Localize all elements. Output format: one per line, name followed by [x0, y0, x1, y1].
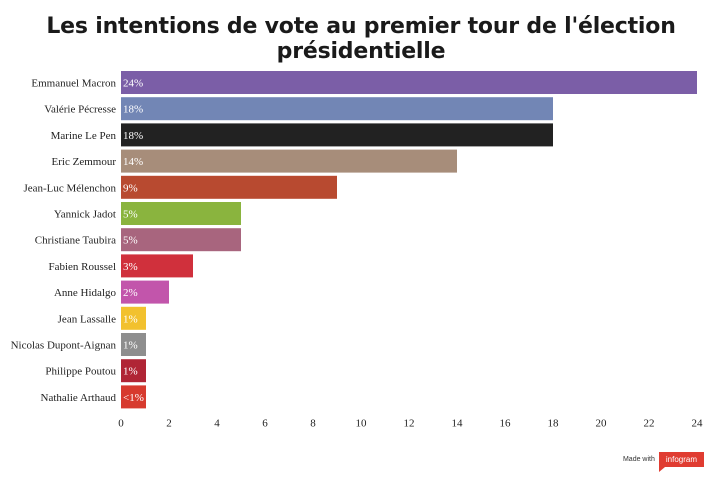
bar-2[interactable] [121, 123, 553, 147]
data-label: 1% [123, 340, 138, 352]
infogram-logo[interactable]: infogram [658, 452, 704, 472]
x-tick-label: 18 [548, 418, 560, 430]
bar-12[interactable] [121, 385, 146, 409]
data-label: 2% [123, 287, 138, 299]
bar-3[interactable] [121, 149, 457, 173]
made-with-text: Made with [622, 456, 655, 463]
x-tick-label: 24 [692, 418, 704, 430]
data-label: 24% [123, 78, 143, 90]
data-label: 3% [123, 261, 138, 273]
category-label: Nicolas Dupont-Aignan [11, 340, 117, 352]
data-label: 14% [123, 156, 143, 168]
x-tick-label: 16 [500, 418, 512, 430]
bars-layer: Emmanuel Macron 24% Valérie Pécresse 18% Mar… [11, 71, 697, 409]
bar-1[interactable] [121, 97, 553, 121]
data-label: <1% [123, 392, 144, 404]
category-label: Eric Zemmour [52, 156, 117, 168]
bar-0[interactable] [121, 71, 697, 94]
data-label: 18% [123, 130, 143, 142]
bar-11[interactable] [121, 359, 146, 383]
bar-5[interactable] [121, 202, 241, 225]
category-label: Anne Hidalgo [54, 287, 117, 299]
x-tick-label: 2 [166, 418, 172, 430]
footer-attribution: Made with infogram [622, 452, 704, 472]
data-label: 18% [123, 104, 143, 116]
bar-8[interactable] [121, 280, 169, 304]
x-tick-label: 6 [262, 418, 268, 430]
x-tick-label: 10 [356, 418, 368, 430]
bar-4[interactable] [121, 175, 337, 199]
data-label: 1% [123, 366, 138, 378]
x-tick-label: 0 [118, 418, 124, 430]
data-label: 5% [123, 209, 138, 221]
category-label: Emmanuel Macron [31, 78, 116, 90]
category-label: Christiane Taubira [35, 235, 116, 247]
x-tick-label: 14 [452, 418, 464, 430]
x-axis: 0 2 4 6 8 10 12 14 16 18 20 22 24 [118, 418, 703, 430]
bar-10[interactable] [121, 333, 146, 356]
x-tick-label: 8 [310, 418, 316, 430]
category-label: Yannick Jadot [54, 209, 116, 221]
bar-7[interactable] [121, 254, 193, 278]
bar-6[interactable] [121, 228, 241, 252]
x-tick-label: 20 [596, 418, 608, 430]
data-label: 9% [123, 182, 138, 194]
chart-title: Les intentions de vote au premier tour d… [46, 14, 676, 64]
category-label: Marine Le Pen [51, 130, 117, 142]
x-tick-label: 4 [214, 418, 220, 430]
x-tick-label: 12 [404, 418, 415, 430]
data-label: 1% [123, 313, 138, 325]
category-label: Jean Lassalle [58, 313, 116, 325]
x-tick-label: 22 [644, 418, 655, 430]
category-label: Valérie Pécresse [44, 104, 116, 116]
category-label: Philippe Poutou [45, 366, 116, 378]
category-label: Jean-Luc Mélenchon [23, 182, 116, 194]
bar-9[interactable] [121, 306, 146, 330]
data-label: 5% [123, 235, 138, 247]
category-label: Nathalie Arthaud [41, 392, 117, 404]
category-label: Fabien Roussel [48, 261, 116, 273]
